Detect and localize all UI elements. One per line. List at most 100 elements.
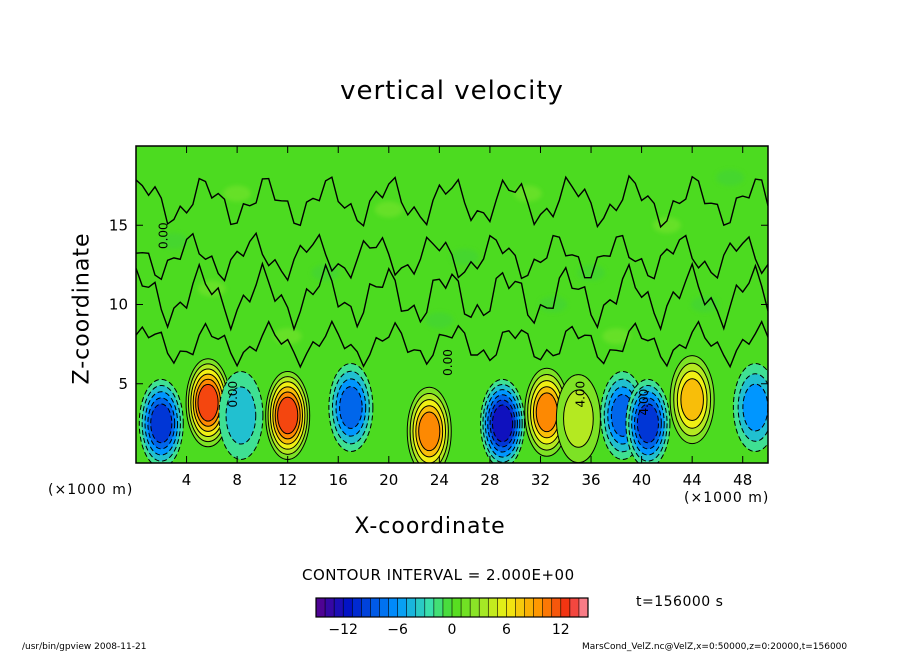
colorbar-swatch	[397, 598, 408, 617]
cell-3	[265, 370, 311, 460]
contour-level	[636, 403, 659, 444]
cell-8	[555, 374, 601, 463]
contour-level	[277, 396, 299, 435]
x-tick-label: 24	[430, 471, 449, 489]
colorbar-swatch	[524, 598, 535, 617]
time-label: t=156000 s	[636, 594, 724, 610]
texture-blob	[311, 264, 340, 281]
x-tick-label: 44	[683, 471, 702, 489]
colorbar-swatch	[343, 598, 353, 617]
texture-blob	[223, 185, 252, 202]
x-tick-label: 28	[480, 471, 499, 489]
x-unit-right: (×1000 m)	[684, 490, 770, 506]
contour-level	[680, 378, 704, 422]
contour-label: 4.00	[637, 389, 651, 416]
cell-12	[732, 363, 768, 453]
x-tick-label: 16	[329, 471, 348, 489]
colorbar-swatch	[488, 598, 498, 617]
colorbar-swatch	[334, 598, 344, 617]
colorbar-tick-label: −6	[387, 622, 408, 638]
colorbar-swatch	[433, 598, 444, 617]
x-tick-label: 12	[278, 471, 297, 489]
colorbar-swatch	[316, 598, 326, 617]
colorbar-tick-label: 6	[502, 622, 511, 638]
cell-6	[480, 378, 526, 463]
colorbar-frame	[315, 597, 589, 618]
colorbar-swatch	[578, 598, 589, 617]
cell-11	[669, 355, 715, 445]
cell-10	[625, 378, 671, 463]
colorbar-swatch	[560, 598, 571, 617]
contour-level	[418, 411, 441, 452]
colorbar-swatch	[542, 598, 553, 617]
zero-contour-line	[136, 319, 768, 369]
y-tick-label: 15	[109, 216, 128, 234]
x-tick-label: 36	[581, 471, 600, 489]
texture-blob	[539, 296, 568, 313]
cell-2	[218, 370, 264, 460]
texture-blob	[159, 233, 188, 250]
colorbar-swatch	[352, 598, 362, 617]
colorbar-swatch	[370, 598, 380, 617]
colorbar-swatch	[497, 598, 507, 617]
texture-blob	[425, 312, 454, 329]
contour-label: 0.00	[441, 349, 455, 376]
cell-4	[328, 363, 374, 453]
texture-blob	[450, 248, 479, 265]
colorbar-swatch	[506, 598, 516, 617]
contour-level	[563, 389, 594, 448]
colorbar-swatch	[470, 598, 480, 617]
footer-left: /usr/bin/gpview 2008-11-21	[22, 642, 147, 652]
colorbar-swatch	[569, 598, 580, 617]
footer-right: MarsCond_VelZ.nc@VelZ,x=0:50000,z=0:2000…	[582, 642, 848, 652]
x-tick-label: 8	[232, 471, 242, 489]
texture-blob	[197, 280, 226, 297]
y-tick-label: 5	[118, 375, 128, 393]
chart-title: vertical velocity	[340, 76, 564, 106]
x-tick-label: 40	[632, 471, 651, 489]
contour-level	[339, 386, 363, 429]
contour-level	[225, 386, 257, 445]
contour-level	[742, 383, 768, 432]
contour-level	[491, 404, 514, 443]
y-axis-label: Z-coordinate	[69, 232, 95, 385]
x-tick-label: 4	[182, 471, 192, 489]
contour-label: 4.00	[574, 381, 588, 408]
x-tick-label: 48	[733, 471, 752, 489]
colorbar-swatch	[379, 598, 390, 617]
colorbar-swatch	[515, 598, 526, 617]
x-unit-left: (×1000 m)	[48, 482, 134, 498]
colorbar-swatch	[388, 598, 399, 617]
zero-contour-line	[136, 261, 768, 332]
colorbar-swatch	[406, 598, 417, 617]
texture-blob	[652, 217, 681, 234]
contour-level	[197, 383, 219, 422]
colorbar: −12 −6 0 6 12	[315, 597, 589, 638]
texture-blob	[374, 201, 403, 218]
contour-label: 0.00	[157, 222, 171, 249]
y-tick-label: 10	[109, 296, 128, 314]
colorbar-tick-label: −12	[328, 622, 358, 638]
colorbar-swatch	[551, 598, 562, 617]
colorbar-swatch	[533, 598, 544, 617]
zero-contour-line	[136, 174, 768, 229]
colorbar-swatch	[325, 598, 335, 617]
colorbar-swatch	[415, 598, 426, 617]
texture-blob	[602, 328, 631, 345]
contour-level	[150, 403, 173, 444]
x-tick-label: 32	[531, 471, 550, 489]
colorbar-swatch	[461, 598, 471, 617]
contour-interval: CONTOUR INTERVAL = 2.000E+00	[302, 566, 575, 584]
texture-blob	[513, 185, 542, 202]
contour-label: 0.00	[226, 381, 240, 408]
colorbar-tick-label: 12	[552, 622, 570, 638]
colorbar-swatch	[479, 598, 489, 617]
colorbar-swatch	[452, 598, 462, 617]
x-axis-label: X-coordinate	[354, 514, 506, 539]
colorbar-swatch	[361, 598, 371, 617]
colorbar-tick-label: 0	[448, 622, 457, 638]
colorbar-swatch	[442, 598, 453, 617]
cell-0	[138, 378, 184, 463]
